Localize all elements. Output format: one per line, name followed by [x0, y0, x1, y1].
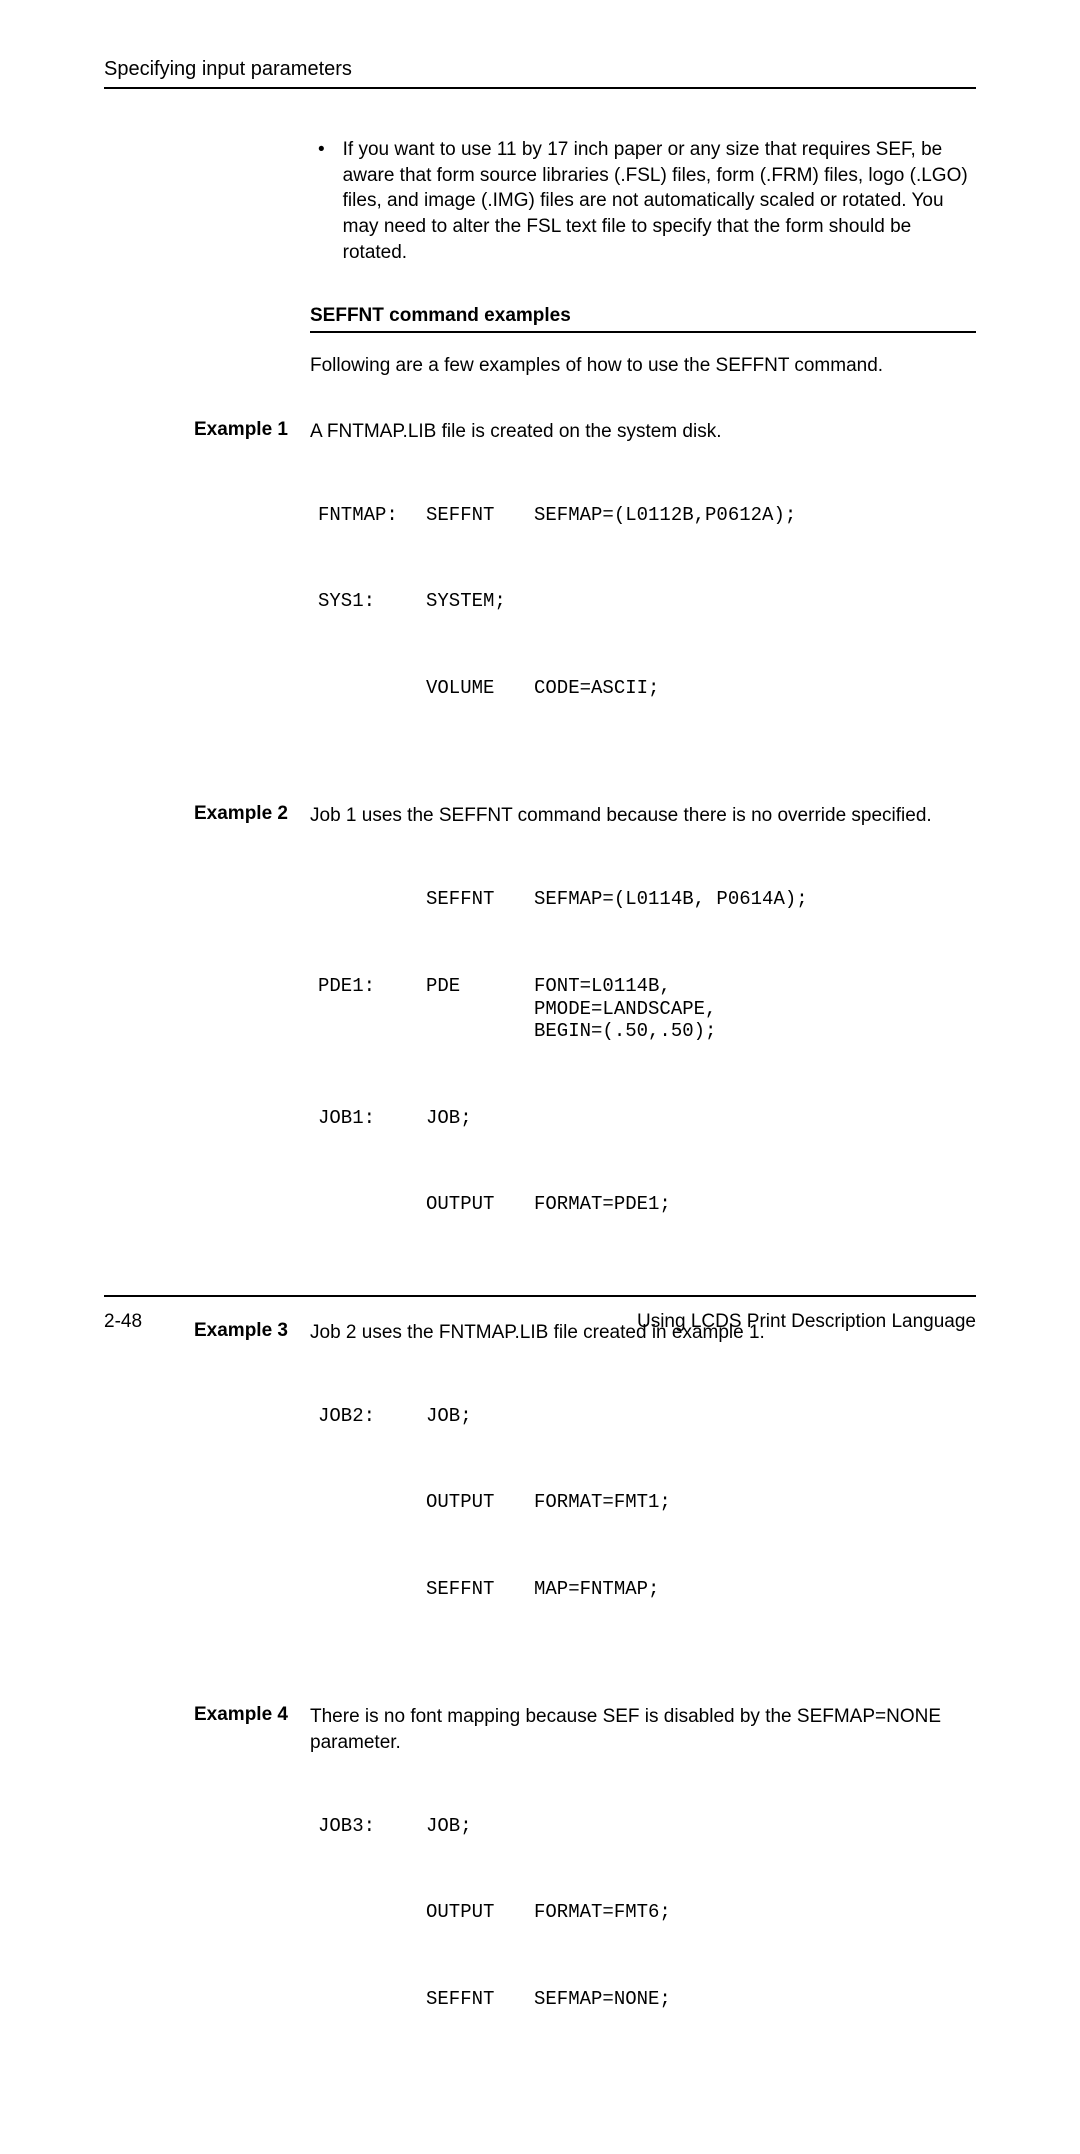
code-cell: FNTMAP: [318, 504, 426, 527]
code-cell: JOB; [426, 1405, 534, 1428]
code-cell [318, 1578, 426, 1601]
code-cell: SEFFNT [426, 1988, 534, 2011]
code-block: JOB3:JOB; OUTPUTFORMAT=FMT6; SEFFNTSEFMA… [318, 1769, 976, 2074]
code-row: SYS1:SYSTEM; [318, 590, 976, 613]
code-block: FNTMAP:SEFFNTSEFMAP=(L0112B,P0612A); SYS… [318, 458, 976, 763]
code-cell: OUTPUT [426, 1193, 534, 1216]
bullet-item: • If you want to use 11 by 17 inch paper… [310, 137, 976, 265]
code-row: PDE1:PDEFONT=L0114B, PMODE=LANDSCAPE, BE… [318, 975, 976, 1043]
bullet-text: If you want to use 11 by 17 inch paper o… [343, 137, 976, 265]
code-row: SEFFNTMAP=FNTMAP; [318, 1578, 976, 1601]
code-cell: JOB1: [318, 1107, 426, 1130]
code-cell [318, 1491, 426, 1514]
code-cell: FORMAT=FMT1; [534, 1491, 976, 1514]
example-1: Example 1 A FNTMAP.LIB file is created o… [310, 419, 976, 763]
code-row: JOB1:JOB; [318, 1107, 976, 1130]
code-cell: SEFFNT [426, 1578, 534, 1601]
section-rule [310, 331, 976, 333]
code-row: JOB2:JOB; [318, 1405, 976, 1428]
example-desc: Job 1 uses the SEFFNT command because th… [310, 803, 932, 829]
example-4: Example 4 There is no font mapping becau… [310, 1704, 976, 2074]
code-cell: JOB; [426, 1815, 534, 1838]
code-cell [318, 1988, 426, 2011]
code-cell: FORMAT=PDE1; [534, 1193, 976, 1216]
code-cell: SEFMAP=(L0112B,P0612A); [534, 504, 976, 527]
header-rule [104, 87, 976, 89]
code-cell: PDE1: [318, 975, 426, 1043]
code-cell [534, 1405, 976, 1428]
code-cell: SYSTEM; [426, 590, 534, 613]
code-cell: JOB; [426, 1107, 534, 1130]
code-cell: MAP=FNTMAP; [534, 1578, 976, 1601]
code-cell: SYS1: [318, 590, 426, 613]
content-area: • If you want to use 11 by 17 inch paper… [310, 137, 976, 2074]
code-cell: SEFFNT [426, 504, 534, 527]
footer-rule [104, 1295, 976, 1297]
bullet-marker: • [318, 137, 325, 265]
code-cell: VOLUME [426, 677, 534, 700]
example-label: Example 4 [104, 1704, 310, 1726]
code-cell [318, 677, 426, 700]
example-label: Example 2 [104, 803, 310, 825]
section-heading: SEFFNT command examples [310, 305, 976, 327]
code-row: OUTPUTFORMAT=PDE1; [318, 1193, 976, 1216]
code-cell: JOB3: [318, 1815, 426, 1838]
code-cell: SEFMAP=NONE; [534, 1988, 976, 2011]
code-row: SEFFNTSEFMAP=NONE; [318, 1988, 976, 2011]
code-cell [318, 1901, 426, 1924]
code-cell: JOB2: [318, 1405, 426, 1428]
page-footer: 2-48 Using LCDS Print Description Langua… [104, 1295, 976, 1333]
code-cell: SEFMAP=(L0114B, P0614A); [534, 888, 976, 911]
code-row: SEFFNTSEFMAP=(L0114B, P0614A); [318, 888, 976, 911]
code-cell: SEFFNT [426, 888, 534, 911]
page-number: 2-48 [104, 1311, 142, 1333]
code-row: FNTMAP:SEFFNTSEFMAP=(L0112B,P0612A); [318, 504, 976, 527]
doc-title: Using LCDS Print Description Language [637, 1311, 976, 1333]
code-cell: FONT=L0114B, PMODE=LANDSCAPE, BEGIN=(.50… [534, 975, 976, 1043]
code-cell [534, 1815, 976, 1838]
code-cell: FORMAT=FMT6; [534, 1901, 976, 1924]
example-label: Example 1 [104, 419, 310, 441]
code-cell: OUTPUT [426, 1491, 534, 1514]
example-2: Example 2 Job 1 uses the SEFFNT command … [310, 803, 976, 1279]
code-block: JOB2:JOB; OUTPUTFORMAT=FMT1; SEFFNTMAP=F… [318, 1359, 976, 1664]
code-block: SEFFNTSEFMAP=(L0114B, P0614A); PDE1:PDEF… [318, 843, 976, 1280]
code-row: VOLUMECODE=ASCII; [318, 677, 976, 700]
example-desc: A FNTMAP.LIB file is created on the syst… [310, 419, 721, 445]
code-cell [534, 1107, 976, 1130]
code-cell: CODE=ASCII; [534, 677, 976, 700]
example-3: Example 3 Job 2 uses the FNTMAP.LIB file… [310, 1320, 976, 1664]
code-cell: PDE [426, 975, 534, 1043]
code-row: OUTPUTFORMAT=FMT6; [318, 1901, 976, 1924]
example-desc: There is no font mapping because SEF is … [310, 1704, 976, 1755]
code-cell [534, 590, 976, 613]
page-container: Specifying input parameters • If you wan… [0, 0, 1080, 2154]
code-cell [318, 1193, 426, 1216]
code-row: OUTPUTFORMAT=FMT1; [318, 1491, 976, 1514]
code-row: JOB3:JOB; [318, 1815, 976, 1838]
section-intro: Following are a few examples of how to u… [310, 353, 976, 379]
page-header-title: Specifying input parameters [104, 58, 976, 81]
code-cell: OUTPUT [426, 1901, 534, 1924]
code-cell [318, 888, 426, 911]
